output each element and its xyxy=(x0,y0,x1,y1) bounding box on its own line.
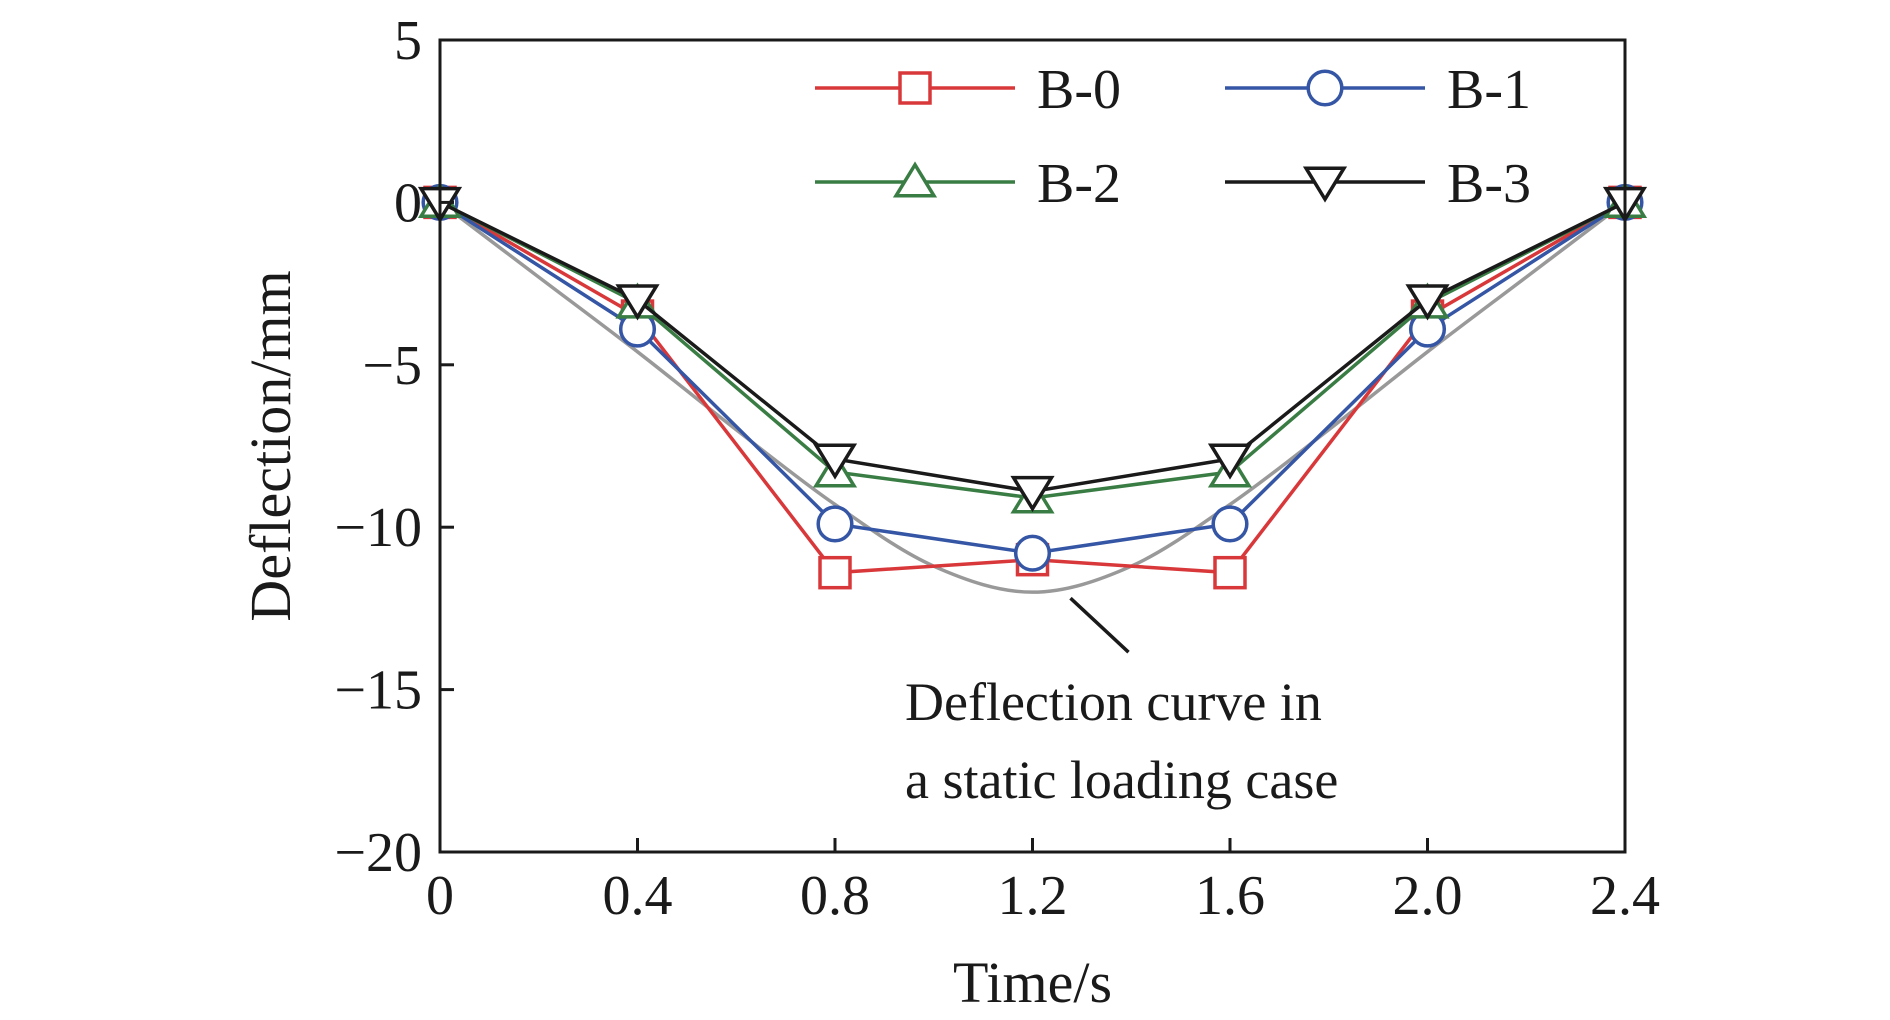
y-tick-label: −5 xyxy=(362,335,422,397)
legend: B-0 B-1 B-2 B-3 xyxy=(815,59,1531,215)
triangle-down-marker xyxy=(1010,475,1055,513)
y-tick-label: −20 xyxy=(334,822,422,884)
triangle-down-marker xyxy=(812,443,858,480)
x-tick-label: 0.4 xyxy=(603,865,673,927)
triangle-down-marker xyxy=(1302,166,1348,203)
x-tick-label: 2.0 xyxy=(1393,865,1463,927)
axis-layer: 0 0.4 0.8 1.2 1.6 2.0 2.4 5 0 −5 −10 −15 −20 xyxy=(334,10,1660,927)
x-tick-label: 2.4 xyxy=(1590,865,1660,927)
square-marker xyxy=(818,555,852,590)
legend-label: B-3 xyxy=(1447,153,1531,215)
annotation-text-line: a static loading case xyxy=(905,750,1338,810)
legend-label: B-2 xyxy=(1037,153,1121,215)
legend-item-B-3: B-3 xyxy=(1225,153,1531,215)
x-tick-label: 0 xyxy=(426,865,454,927)
y-tick-label: 0 xyxy=(394,172,422,234)
y-axis-title: Deflection/mm xyxy=(238,270,303,621)
y-tick-label: −10 xyxy=(334,497,422,559)
circle-marker xyxy=(1306,69,1344,107)
legend-item-B-2: B-2 xyxy=(815,153,1121,215)
legend-label: B-1 xyxy=(1447,59,1531,121)
legend-item-B-1: B-1 xyxy=(1225,59,1531,121)
annotation-text-line: Deflection curve in xyxy=(905,672,1322,732)
x-tick-label: 1.2 xyxy=(998,865,1068,927)
triangle-up-marker xyxy=(892,161,938,198)
y-tick-label: −15 xyxy=(334,660,422,722)
reference-curve-layer xyxy=(438,201,1627,594)
series-B-3 xyxy=(417,186,1648,513)
legend-label: B-0 xyxy=(1037,59,1121,121)
annotation-leader-line xyxy=(1069,596,1130,654)
x-tick-label: 0.8 xyxy=(800,865,870,927)
circle-marker xyxy=(1211,505,1249,543)
annotation-layer: Deflection curve in a static loading case xyxy=(905,596,1338,810)
series-layer xyxy=(417,181,1648,590)
square-marker xyxy=(1213,555,1247,590)
square-marker xyxy=(898,71,932,105)
triangle-down-marker xyxy=(1405,284,1450,321)
circle-marker xyxy=(816,505,854,543)
x-axis-title: Time/s xyxy=(953,950,1112,1015)
static-loading-curve xyxy=(438,201,1627,594)
triangle-down-marker xyxy=(1207,443,1253,480)
triangle-down-marker xyxy=(615,284,660,321)
y-tick-label: 5 xyxy=(394,10,422,72)
legend-item-B-0: B-0 xyxy=(815,59,1121,121)
x-tick-label: 1.6 xyxy=(1195,865,1265,927)
circle-marker xyxy=(1013,534,1052,572)
